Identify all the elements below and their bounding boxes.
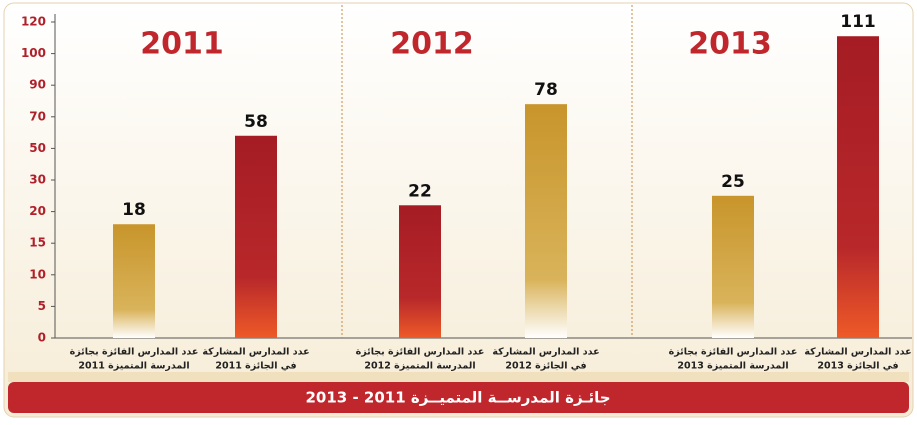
value-label: 111 (840, 12, 876, 32)
value-label: 58 (244, 112, 268, 132)
title-bar (8, 382, 909, 413)
y-tick-label: 15 (29, 236, 46, 250)
bar (399, 205, 441, 338)
y-tick-label: 10 (29, 267, 46, 281)
x-tick-label: المدرسة المتميزة 2013 (677, 361, 788, 372)
y-tick-label: 0 (38, 331, 46, 345)
value-label: 78 (534, 80, 558, 100)
y-tick-label: 70 (29, 109, 46, 123)
y-tick-label: 100 (21, 46, 46, 60)
value-label: 22 (408, 181, 432, 201)
y-tick-label: 5 (38, 299, 46, 313)
x-tick-label: عدد المدارس المشاركة (202, 347, 309, 358)
x-tick-label: المدرسة المتميزة 2011 (78, 361, 189, 372)
bar (525, 104, 567, 338)
bar (235, 135, 277, 338)
chart-title: جائـزة المدرســة المتميــزة 2011 - 2013 (305, 389, 610, 407)
y-tick-label: 20 (29, 204, 46, 218)
value-label: 18 (122, 200, 146, 220)
bar (837, 36, 879, 338)
group-label: 2012 (390, 27, 474, 62)
y-tick-label: 90 (29, 78, 46, 92)
bar (712, 195, 754, 338)
x-tick-label: عدد المدارس الفائزة بجائزة (356, 347, 485, 358)
x-tick-label: عدد المدارس الفائزة بجائزة (669, 347, 798, 358)
x-tick-label: في الجائزة 2011 (215, 361, 296, 372)
x-tick-label: في الجائزة 2012 (505, 361, 586, 372)
y-tick-label: 120 (21, 15, 46, 29)
y-tick-label: 30 (29, 173, 46, 187)
y-tick-label: 50 (29, 141, 46, 155)
group-label: 2011 (140, 27, 224, 62)
bar (113, 224, 155, 338)
group-label: 2013 (688, 27, 772, 62)
x-tick-label: عدد المدارس الفائزة بجائزة (70, 347, 199, 358)
x-tick-label: المدرسة المتميزة 2012 (364, 361, 475, 372)
value-label: 25 (721, 172, 745, 192)
strip (8, 372, 909, 382)
x-tick-label: في الجائزة 2013 (817, 361, 898, 372)
frame (3, 2, 914, 418)
x-tick-label: عدد المدارس المشاركة (804, 347, 911, 358)
x-tick-label: عدد المدارس المشاركة (492, 347, 599, 358)
